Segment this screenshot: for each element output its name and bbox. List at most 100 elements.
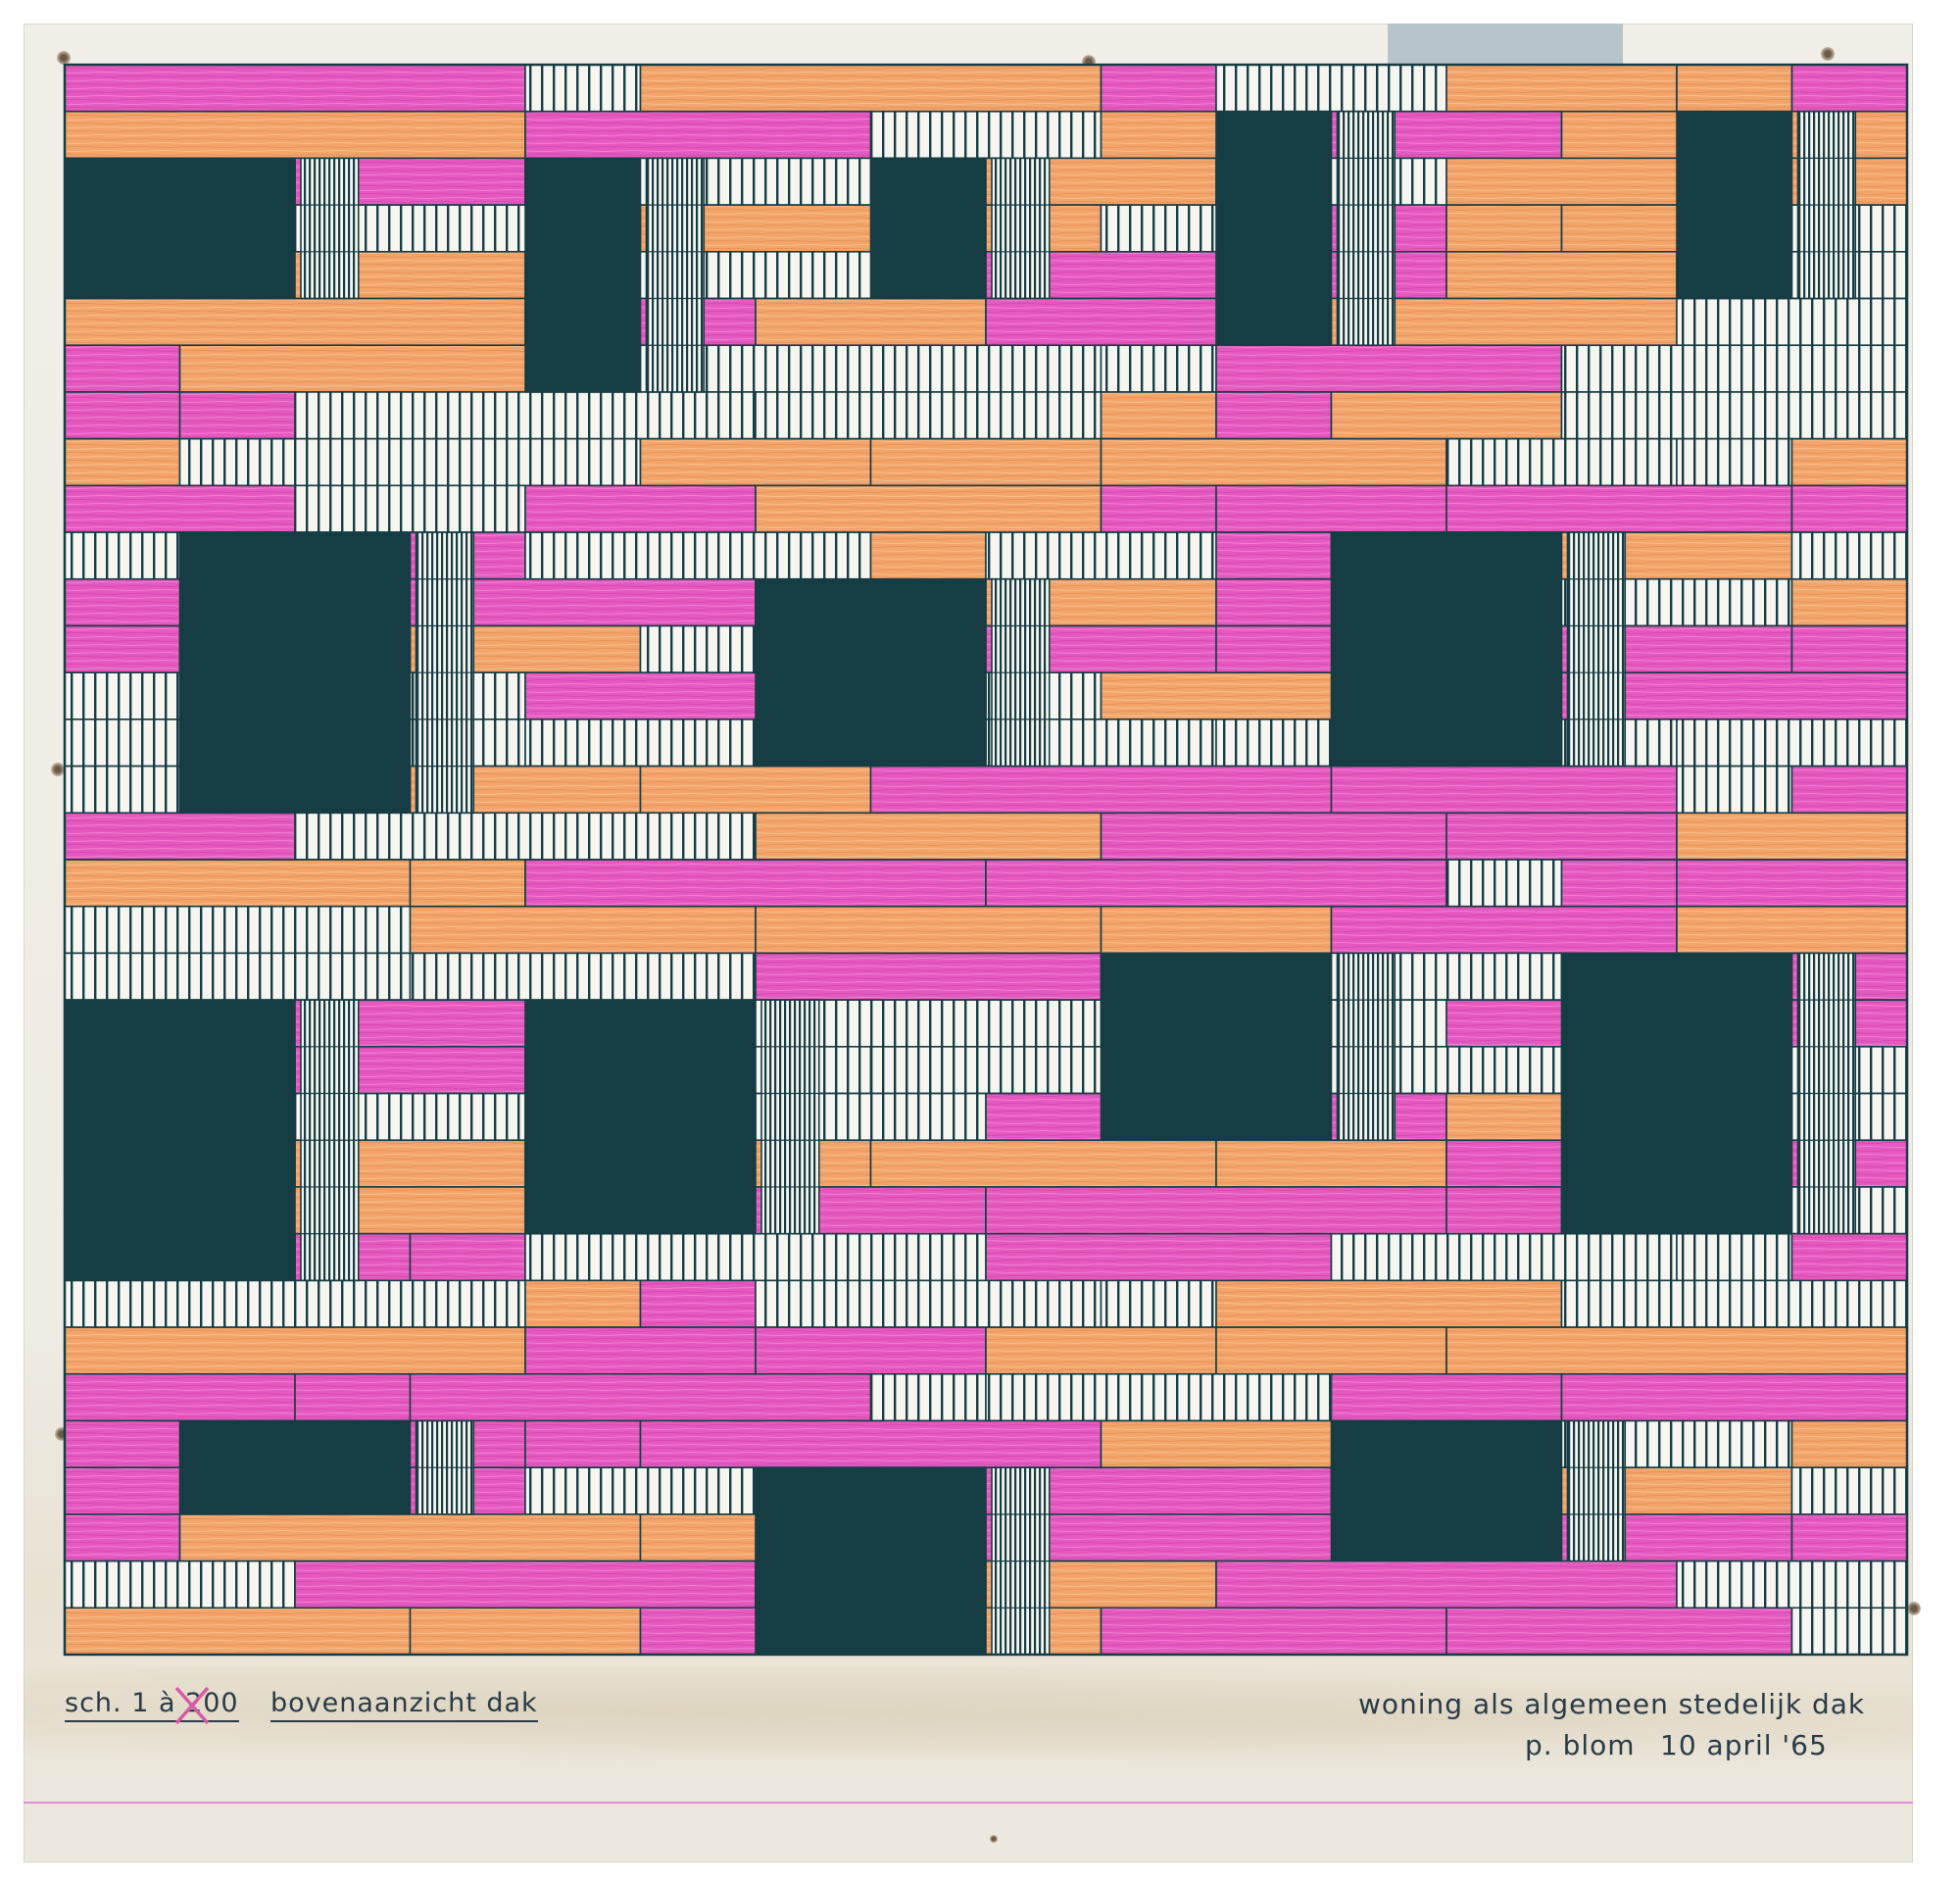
project-subtitle: woning als algemeen stedelijk dak — [1358, 1688, 1866, 1720]
magenta-roof-band — [64, 1513, 181, 1562]
magenta-roof-band — [1330, 1372, 1563, 1422]
magenta-roof-band — [64, 391, 181, 440]
orange-roof-band — [869, 437, 1102, 487]
magenta-roof-band — [64, 484, 296, 533]
dark-roof-block — [524, 157, 642, 393]
magenta-roof-band — [1560, 1372, 1908, 1422]
magenta-roof-band — [1446, 1186, 1563, 1235]
orange-roof-band — [1676, 905, 1908, 955]
striped-roof-band — [1560, 1279, 1908, 1328]
drawing-date: 10 april '65 — [1660, 1729, 1828, 1761]
orange-roof-band — [985, 1326, 1217, 1375]
magenta-roof-band — [294, 1372, 412, 1422]
striped-roof-band — [294, 391, 757, 440]
orange-roof-band — [1790, 577, 1908, 627]
striped-roof-band — [409, 952, 757, 1001]
magenta-roof-band — [1790, 64, 1908, 113]
narrow-shaft — [1566, 1419, 1627, 1562]
magenta-roof-band — [1330, 765, 1678, 815]
striped-roof-band — [294, 812, 757, 861]
magenta-roof-band — [1446, 812, 1678, 861]
magenta-roof-band — [1790, 484, 1908, 533]
orange-roof-band — [1446, 64, 1678, 113]
striped-roof-band — [639, 624, 757, 673]
orange-roof-band — [64, 1326, 526, 1375]
pin-hole-bottom — [990, 1835, 998, 1843]
drawing-title: bovenaanzicht dak — [270, 1688, 538, 1722]
orange-roof-band — [755, 812, 1102, 861]
roof-plan-cells — [64, 64, 1908, 1656]
narrow-shaft — [1336, 110, 1396, 347]
dark-roof-block — [1330, 1419, 1563, 1562]
striped-roof-band — [755, 1279, 1102, 1328]
roof-plan-row-lines — [65, 64, 1907, 1656]
magenta-roof-band — [1446, 484, 1793, 533]
magenta-roof-band — [1100, 812, 1447, 861]
dark-roof-block — [1330, 531, 1563, 768]
striped-roof-band — [524, 531, 872, 580]
striped-roof-band — [524, 718, 757, 768]
orange-roof-band — [64, 297, 526, 347]
magenta-roof-band — [639, 1279, 757, 1328]
orange-roof-band — [1676, 812, 1908, 861]
striped-roof-band — [1676, 765, 1793, 815]
orange-roof-band — [1790, 437, 1908, 487]
orange-roof-band — [639, 437, 872, 487]
magenta-roof-band — [1330, 905, 1678, 955]
magenta-roof-band — [985, 1232, 1333, 1282]
dark-roof-block — [64, 157, 296, 300]
pin-hole-top-left — [57, 51, 71, 65]
orange-roof-band — [639, 64, 1102, 113]
striped-roof-band — [1446, 437, 1678, 487]
magenta-roof-band — [1790, 1232, 1908, 1282]
striped-roof-band — [1560, 344, 1908, 393]
striped-roof-band — [64, 1560, 296, 1610]
magenta-roof-band — [1215, 391, 1333, 440]
magenta-roof-band — [1790, 624, 1908, 673]
orange-roof-band — [1446, 204, 1563, 253]
striped-roof-band — [869, 1372, 987, 1422]
magenta-roof-band — [64, 64, 526, 113]
orange-roof-band — [1330, 391, 1563, 440]
pin-hole-right-lower — [1907, 1602, 1921, 1615]
striped-roof-band — [1215, 64, 1447, 113]
striped-roof-band — [524, 64, 642, 113]
magenta-roof-band — [524, 1326, 757, 1375]
magenta-roof-band — [64, 812, 296, 861]
striped-roof-band — [869, 110, 1102, 160]
magenta-roof-band — [1215, 531, 1333, 580]
magenta-roof-band — [409, 1232, 526, 1282]
orange-roof-band — [64, 1607, 412, 1656]
orange-roof-band — [178, 1513, 642, 1562]
magenta-roof-band — [1560, 859, 1678, 908]
magenta-roof-band — [1790, 765, 1908, 815]
magenta-roof-band — [985, 859, 1447, 908]
striped-roof-band — [985, 531, 1217, 580]
orange-roof-band — [64, 859, 412, 908]
orange-roof-band — [1215, 1139, 1447, 1188]
narrow-shaft — [645, 157, 706, 393]
striped-roof-band — [294, 484, 526, 533]
magenta-roof-band — [985, 1186, 1447, 1235]
magenta-roof-band — [1100, 1607, 1447, 1656]
scale-note: sch. 1 à 200 — [65, 1688, 239, 1722]
striped-roof-band — [639, 344, 1102, 393]
striped-roof-band — [1446, 859, 1563, 908]
orange-roof-band — [1100, 391, 1217, 440]
magenta-roof-band — [1100, 64, 1217, 113]
orange-roof-band — [409, 905, 757, 955]
magenta-roof-band — [1790, 1513, 1908, 1562]
roof-plan-border — [63, 63, 1909, 1657]
orange-roof-band — [1446, 251, 1678, 300]
orange-roof-band — [1215, 1279, 1563, 1328]
magenta-roof-band — [64, 344, 181, 393]
magenta-roof-band — [869, 765, 1333, 815]
striped-roof-band — [64, 905, 412, 955]
narrow-shaft — [760, 999, 820, 1235]
magenta-roof-band — [1215, 344, 1563, 393]
dark-roof-block — [1215, 110, 1333, 347]
pin-hole-top-right — [1821, 47, 1835, 61]
striped-roof-band — [985, 1372, 1333, 1422]
magenta-roof-band — [64, 1372, 296, 1422]
